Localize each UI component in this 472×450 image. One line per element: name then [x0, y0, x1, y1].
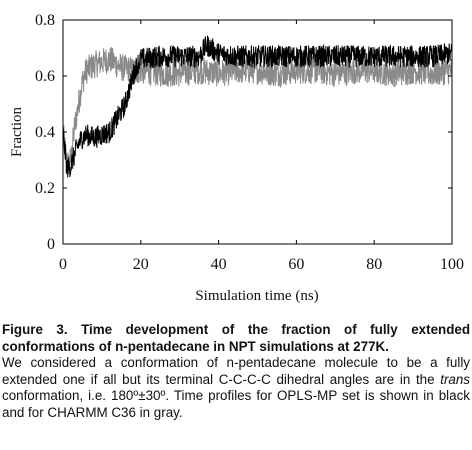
x-tick-label: 100	[440, 256, 464, 273]
series-layer	[62, 35, 453, 178]
line-chart: 0 20 40 60 80 100 0 0.2 0.4 0.6 0.8 Simulation tim…	[9, 12, 464, 304]
caption-body-italic: trans	[440, 371, 470, 387]
y-tick-label: 0.6	[35, 68, 55, 85]
series-line-2	[62, 35, 453, 178]
x-tick-label: 80	[366, 256, 382, 273]
x-tick-label: 20	[133, 256, 149, 273]
y-tick-label: 0.8	[35, 12, 55, 29]
x-tick-label: 0	[59, 256, 67, 273]
figure-caption: Figure 3. Time development of the fracti…	[2, 322, 470, 422]
caption-title: Figure 3. Time development of the fracti…	[2, 322, 470, 354]
caption-body-text-2: conformation, i.e. 180º±30º. Time profil…	[2, 388, 470, 420]
y-tick-label: 0	[47, 236, 55, 253]
x-tick-label: 40	[211, 256, 227, 273]
x-axis-title: Simulation time (ns)	[195, 288, 318, 304]
caption-body: We considered a conformation of n-pentad…	[2, 355, 470, 421]
y-tick-label: 0.2	[35, 180, 55, 197]
tick-layer: 0 20 40 60 80 100 0 0.2 0.4 0.6 0.8	[35, 12, 464, 273]
y-tick-label: 0.4	[35, 124, 55, 141]
x-tick-label: 60	[288, 256, 304, 273]
y-axis-title: Fraction	[9, 107, 25, 157]
series-line-1	[62, 47, 453, 175]
caption-body-text-1: We considered a conformation of n-pentad…	[2, 355, 470, 387]
